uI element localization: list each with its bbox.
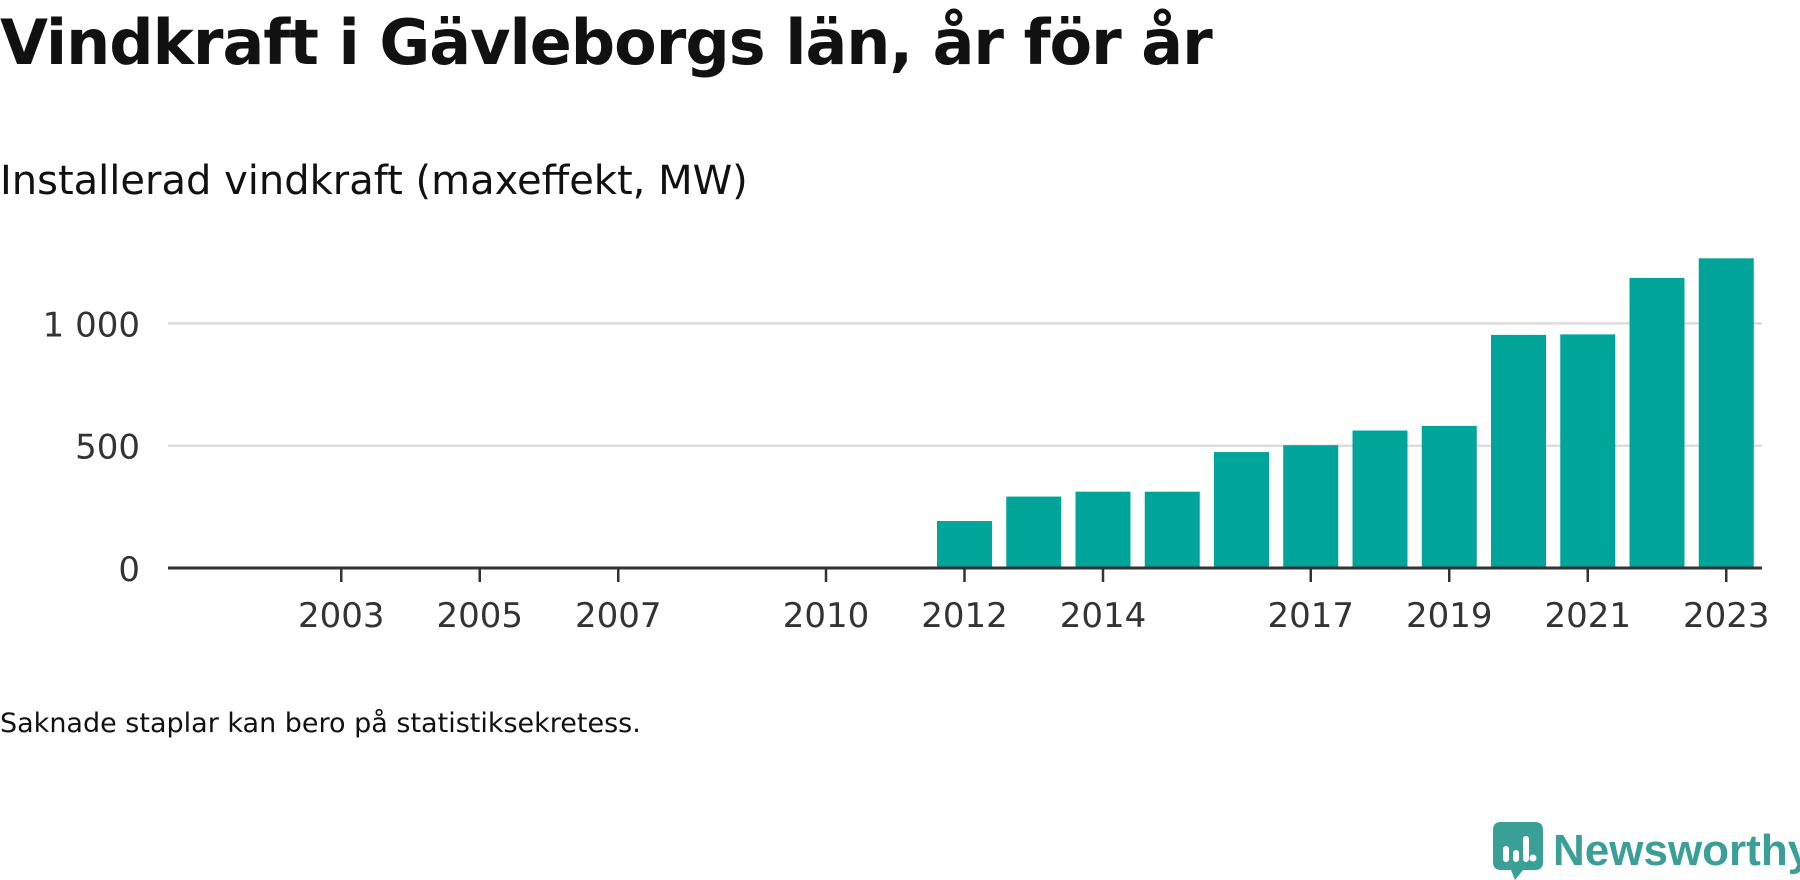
chart-subtitle: Installerad vindkraft (maxeffekt, MW) (0, 158, 748, 204)
bar (1006, 496, 1062, 568)
chart-title: Vindkraft i Gävleborgs län, år för år (0, 6, 1213, 79)
bar (1352, 430, 1408, 568)
y-tick-label: 1 000 (43, 305, 140, 345)
footnote: Saknade staplar kan bero på statistiksek… (0, 708, 641, 739)
x-tick-label: 2012 (921, 596, 1008, 636)
x-tick-label: 2005 (436, 596, 523, 636)
bar (1560, 334, 1616, 568)
bar (1491, 334, 1546, 568)
bar-chart: 0 500 1 000 2003 2005 2007 2010 2012 2014 2017 201… (43, 258, 1770, 636)
newsworthy-logo-icon (1493, 822, 1543, 880)
x-tick-label: 2010 (783, 596, 870, 636)
y-tick-label: 0 (118, 550, 140, 590)
bar (1075, 491, 1131, 568)
x-tick-label: 2017 (1267, 596, 1354, 636)
y-tick-label: 500 (75, 428, 140, 468)
x-tick-label: 2007 (575, 596, 662, 636)
brand-logo: Newsworthy (1493, 822, 1800, 880)
bar (1214, 452, 1269, 568)
x-tick-label: 2014 (1060, 596, 1147, 636)
x-tick-label: 2021 (1544, 596, 1631, 636)
bar (1698, 258, 1754, 568)
bar (1421, 425, 1477, 568)
bar (937, 521, 992, 568)
x-tick-label: 2019 (1406, 596, 1493, 636)
bar (1629, 277, 1685, 568)
bar (1144, 491, 1200, 568)
x-tick-label: 2003 (298, 596, 385, 636)
x-tick-label: 2023 (1683, 596, 1770, 636)
brand-name: Newsworthy (1553, 826, 1800, 875)
bar (1283, 445, 1339, 568)
